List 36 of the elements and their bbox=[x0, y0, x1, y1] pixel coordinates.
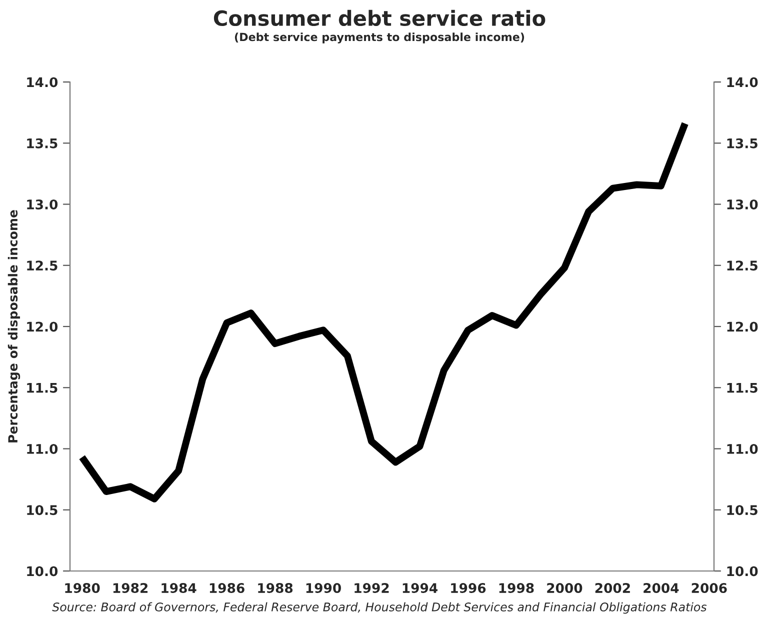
x-tick-label: 1988 bbox=[258, 583, 293, 594]
y-tick-label: 10.0 bbox=[27, 566, 58, 576]
y2-tick-label: 12.0 bbox=[727, 322, 758, 332]
x-tick-label: 1980 bbox=[65, 583, 100, 594]
x-tick-label: 2000 bbox=[547, 583, 582, 594]
y-tick-label: 10.5 bbox=[27, 505, 58, 516]
source-note: Source: Board of Governors, Federal Reserve Board, Household Debt Services and Financial Obligations Ratios bbox=[52, 602, 707, 614]
y-tick-label: 14.0 bbox=[27, 77, 58, 88]
y2-tick-label: 13.0 bbox=[727, 199, 758, 210]
x-tick-label: 1990 bbox=[306, 583, 341, 594]
y-axis-title: Percentage of disposable income bbox=[8, 210, 20, 442]
y2-tick-label: 11.5 bbox=[727, 383, 758, 393]
y2-tick-label: 11.0 bbox=[727, 444, 758, 454]
y-tick-label: 13.5 bbox=[27, 138, 58, 148]
x-tick-label: 1992 bbox=[354, 583, 389, 594]
y-tick-label: 12.5 bbox=[27, 260, 58, 271]
y-tick-label: 12.0 bbox=[27, 322, 58, 332]
x-tick-label: 1984 bbox=[162, 583, 196, 594]
y-tick-label: 11.0 bbox=[27, 444, 58, 454]
chart-subtitle: (Debt service payments to disposable income) bbox=[234, 32, 524, 44]
y2-tick-label: 12.5 bbox=[727, 260, 758, 271]
y2-tick-label: 10.5 bbox=[727, 505, 758, 516]
x-tick-label: 2002 bbox=[595, 583, 630, 594]
x-tick-label: 1986 bbox=[210, 583, 244, 594]
x-tick-label: 1994 bbox=[402, 583, 438, 594]
x-tick-label: 1996 bbox=[451, 583, 486, 594]
y2-tick-label: 13.5 bbox=[727, 138, 758, 148]
chart-title: Consumer debt service ratio bbox=[214, 10, 546, 26]
y-tick-label: 13.0 bbox=[27, 199, 58, 210]
x-tick-label: 2004 bbox=[644, 583, 679, 594]
y2-tick-label: 14.0 bbox=[727, 77, 758, 88]
y-tick-label: 11.5 bbox=[27, 383, 58, 393]
x-tick-label: 2006 bbox=[692, 583, 727, 594]
x-tick-label: 1998 bbox=[499, 583, 534, 594]
y2-tick-label: 10.0 bbox=[727, 566, 758, 576]
x-tick-label: 1982 bbox=[113, 583, 148, 594]
